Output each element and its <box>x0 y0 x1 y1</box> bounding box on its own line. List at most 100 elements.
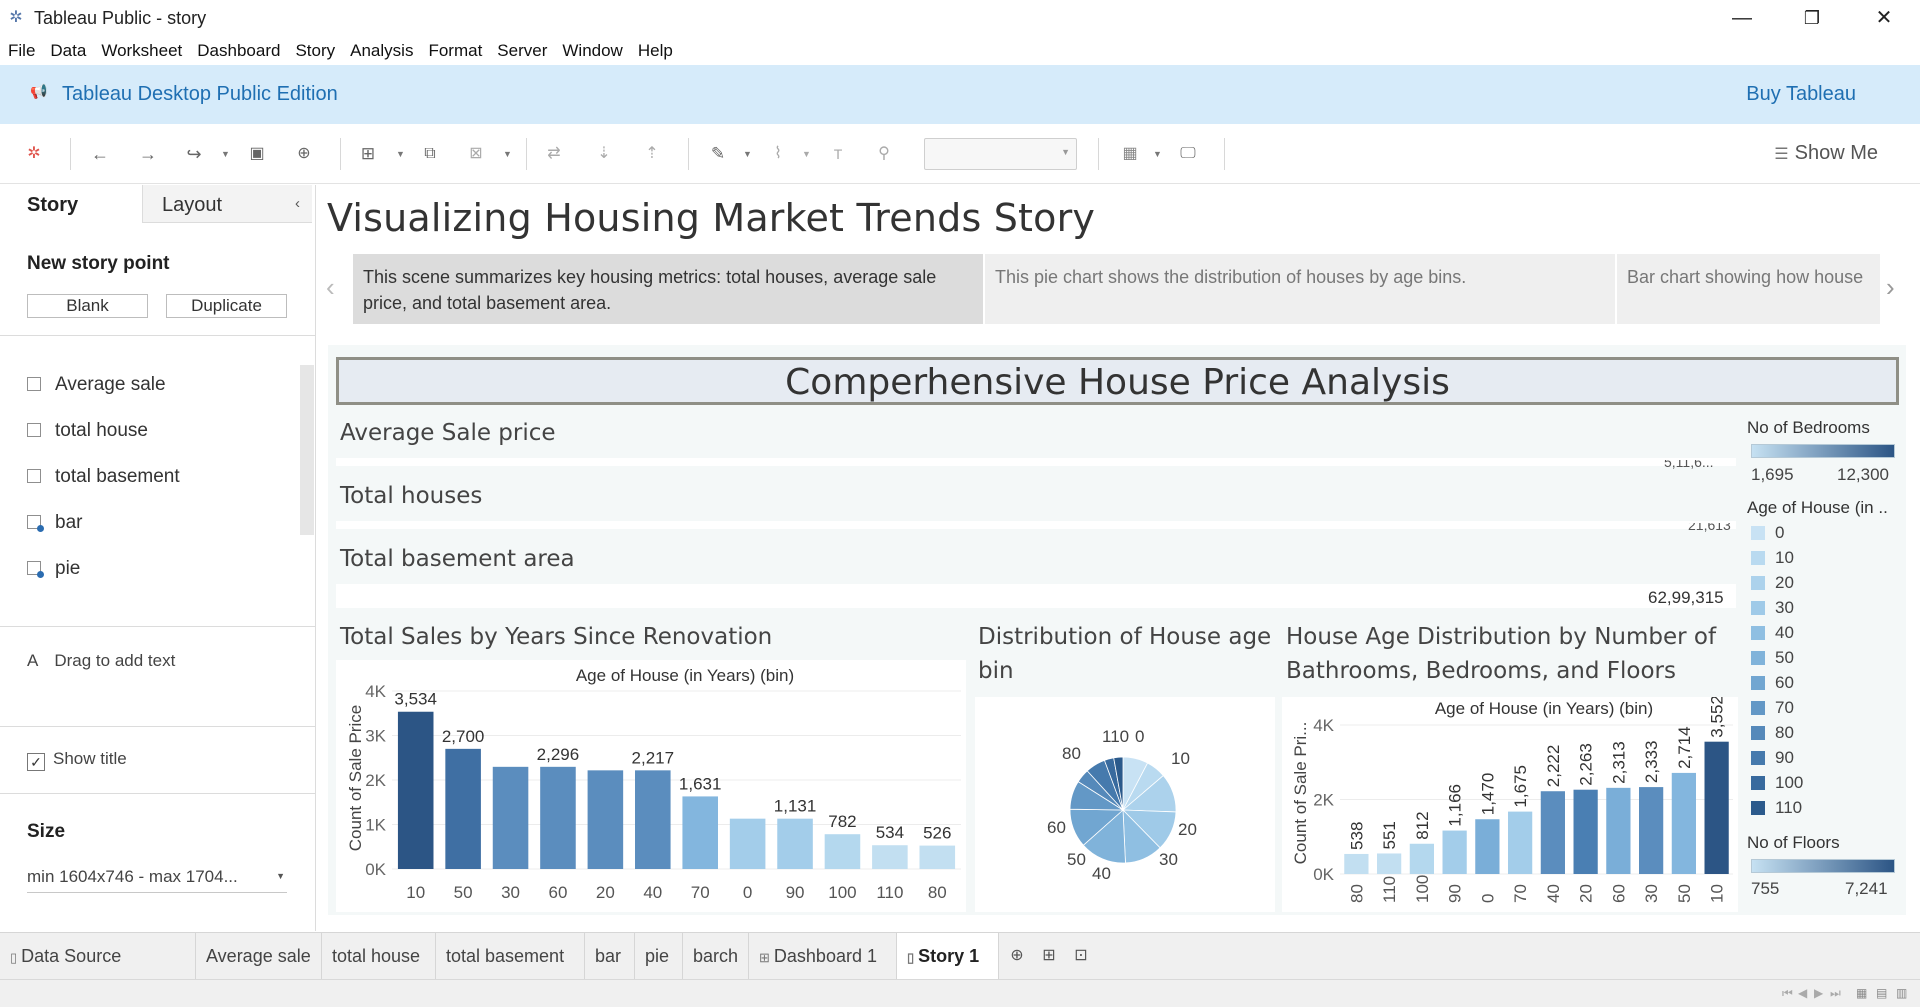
legend-swatch[interactable] <box>1751 726 1765 740</box>
clear-sheet-icon[interactable]: ⊠ <box>469 145 483 162</box>
tab-layout[interactable]: Layout ‹ <box>142 185 312 223</box>
legend-swatch[interactable] <box>1751 651 1765 665</box>
show-me-button[interactable]: ☰ Show Me <box>1774 142 1878 165</box>
legend-swatch[interactable] <box>1751 701 1765 715</box>
chevron-down-icon[interactable]: ▼ <box>1153 149 1162 159</box>
next-story-point-arrow[interactable]: › <box>1886 272 1895 302</box>
chevron-down-icon[interactable]: ▼ <box>802 149 811 159</box>
buy-tableau-link[interactable]: Buy Tableau <box>1746 83 1856 105</box>
legend-swatch[interactable] <box>1751 576 1765 590</box>
chevron-down-icon[interactable]: ▼ <box>221 149 230 159</box>
legend-swatch[interactable] <box>1751 751 1765 765</box>
story-point-3[interactable]: Bar chart showing how house <box>1617 254 1880 324</box>
replay-icon[interactable]: ↪ <box>186 144 202 164</box>
duplicate-story-point-button[interactable]: Duplicate <box>166 294 287 318</box>
restore-button[interactable]: ❐ <box>1803 8 1821 28</box>
renovation-bar-chart[interactable]: Age of House (in Years) (bin) Count of S… <box>336 660 966 912</box>
sheet-item-average-sale[interactable]: Average sale <box>27 374 166 404</box>
sheet-item-total-basement[interactable]: total basement <box>27 466 180 496</box>
first-sheet-icon[interactable]: ⏮ <box>1782 986 1793 1000</box>
legend-swatch[interactable] <box>1751 526 1765 540</box>
story-point-1[interactable]: This scene summarizes key housing metric… <box>353 254 983 324</box>
legend-item-label: 10 <box>1775 548 1794 567</box>
bar <box>1639 787 1664 874</box>
sheet-item-pie[interactable]: pie <box>27 558 80 588</box>
show-title-checkbox[interactable]: ✓ Show title <box>27 749 127 771</box>
fit-dropdown[interactable]: ▼ <box>924 138 1077 170</box>
previous-sheet-icon[interactable]: ◀ <box>1798 986 1808 1000</box>
age-rooms-bar-chart[interactable]: Age of House (in Years) (bin) Count of S… <box>1282 695 1738 912</box>
legend-swatch[interactable] <box>1751 801 1765 815</box>
tab-story[interactable]: Story <box>0 185 142 223</box>
pin-axes-icon[interactable]: ⚲ <box>878 145 890 162</box>
menu-format[interactable]: Format <box>428 40 483 60</box>
close-button[interactable]: ✕ <box>1875 7 1893 29</box>
chevron-down-icon[interactable]: ▼ <box>396 149 405 159</box>
x-tick-label: 30 <box>501 883 520 902</box>
legend-swatch[interactable] <box>1751 601 1765 615</box>
collapse-panel-icon[interactable]: ‹ <box>295 195 300 212</box>
new-data-source-icon[interactable]: ⊕ <box>297 145 311 162</box>
legend-swatch[interactable] <box>1751 776 1765 790</box>
last-sheet-icon[interactable]: ⏭ <box>1830 986 1841 1000</box>
highlight-icon[interactable]: ✎ <box>710 144 726 163</box>
story-point-2[interactable]: This pie chart shows the distribution of… <box>985 254 1615 324</box>
previous-story-point-arrow[interactable]: ‹ <box>326 272 335 302</box>
menu-window[interactable]: Window <box>562 40 623 60</box>
tab-total-house[interactable]: total house <box>322 933 436 979</box>
legend-swatch[interactable] <box>1751 626 1765 640</box>
show-mark-labels-icon[interactable]: T <box>833 146 843 162</box>
sheet-item-bar[interactable]: bar <box>27 512 82 542</box>
minimize-button[interactable]: — <box>1732 7 1752 29</box>
save-icon[interactable]: ▣ <box>249 145 265 162</box>
drag-to-add-text-item[interactable]: A Drag to add text <box>27 651 175 671</box>
legend-bedrooms-ramp[interactable] <box>1751 444 1895 458</box>
tab-total-basement[interactable]: total basement <box>436 933 585 979</box>
filmstrip-icon[interactable]: ▤ <box>1876 986 1888 1000</box>
duplicate-sheet-icon[interactable]: ⧉ <box>424 145 436 162</box>
sort-ascending-icon[interactable]: ⇣ <box>597 145 611 162</box>
menu-server[interactable]: Server <box>497 40 548 60</box>
undo-icon[interactable]: ← <box>91 144 109 164</box>
menu-analysis[interactable]: Analysis <box>350 40 414 60</box>
sheet-list-scrollbar[interactable] <box>300 365 314 535</box>
legend-swatch[interactable] <box>1751 676 1765 690</box>
size-dropdown[interactable]: min 1604x746 - max 1704... ▼ <box>27 867 287 893</box>
new-worksheet-icon[interactable]: ⊞ <box>360 144 376 163</box>
sheet-label: total basement <box>55 466 180 487</box>
menu-worksheet[interactable]: Worksheet <box>101 40 183 60</box>
presentation-mode-icon[interactable]: 🖵 <box>1180 145 1196 162</box>
chevron-down-icon[interactable]: ▼ <box>743 149 752 159</box>
swap-rows-columns-icon[interactable]: ⇄ <box>547 145 561 162</box>
chevron-down-icon[interactable]: ▼ <box>503 149 512 159</box>
tab-pie[interactable]: pie <box>635 933 683 979</box>
tab-average-sale[interactable]: Average sale <box>196 933 322 979</box>
next-sheet-icon[interactable]: ▶ <box>1814 986 1824 1000</box>
new-dashboard-icon[interactable]: ⊞ <box>1042 947 1056 964</box>
sheet-item-total-house[interactable]: total house <box>27 420 148 450</box>
blank-story-point-button[interactable]: Blank <box>27 294 148 318</box>
tabs-icon[interactable]: ▥ <box>1896 986 1908 1000</box>
new-story-icon[interactable]: ⊡ <box>1074 947 1088 964</box>
menu-help[interactable]: Help <box>637 40 673 60</box>
menu-data[interactable]: Data <box>50 40 87 60</box>
show-cards-icon[interactable]: ▦ <box>1122 145 1138 162</box>
tableau-home-icon[interactable]: ✲ <box>27 145 41 162</box>
tab-bar[interactable]: bar <box>585 933 635 979</box>
kpi-average-sale-value: 5,11,6... <box>1664 460 1714 469</box>
tab-dashboard-1[interactable]: ⊞ Dashboard 1 <box>749 933 897 979</box>
menu-dashboard[interactable]: Dashboard <box>197 40 281 60</box>
legend-swatch[interactable] <box>1751 551 1765 565</box>
group-members-icon[interactable]: ⌇ <box>774 145 782 162</box>
age-pie-chart[interactable]: 110 0 10 20 30 40 50 60 80 <box>975 697 1275 912</box>
tab-barch[interactable]: barch <box>683 933 749 979</box>
sheet-sorter-icon[interactable]: ▦ <box>1856 986 1868 1000</box>
legend-floors-ramp[interactable] <box>1751 859 1895 873</box>
menu-story[interactable]: Story <box>295 40 336 60</box>
sort-descending-icon[interactable]: ⇡ <box>645 145 659 162</box>
menu-file[interactable]: File <box>8 40 36 60</box>
new-worksheet-icon[interactable]: ⊕ <box>1010 947 1024 964</box>
tab-story-1[interactable]: ▯ Story 1 <box>897 933 999 979</box>
redo-icon[interactable]: → <box>139 144 157 164</box>
tab-data-source[interactable]: ▯ Data Source <box>0 933 196 979</box>
